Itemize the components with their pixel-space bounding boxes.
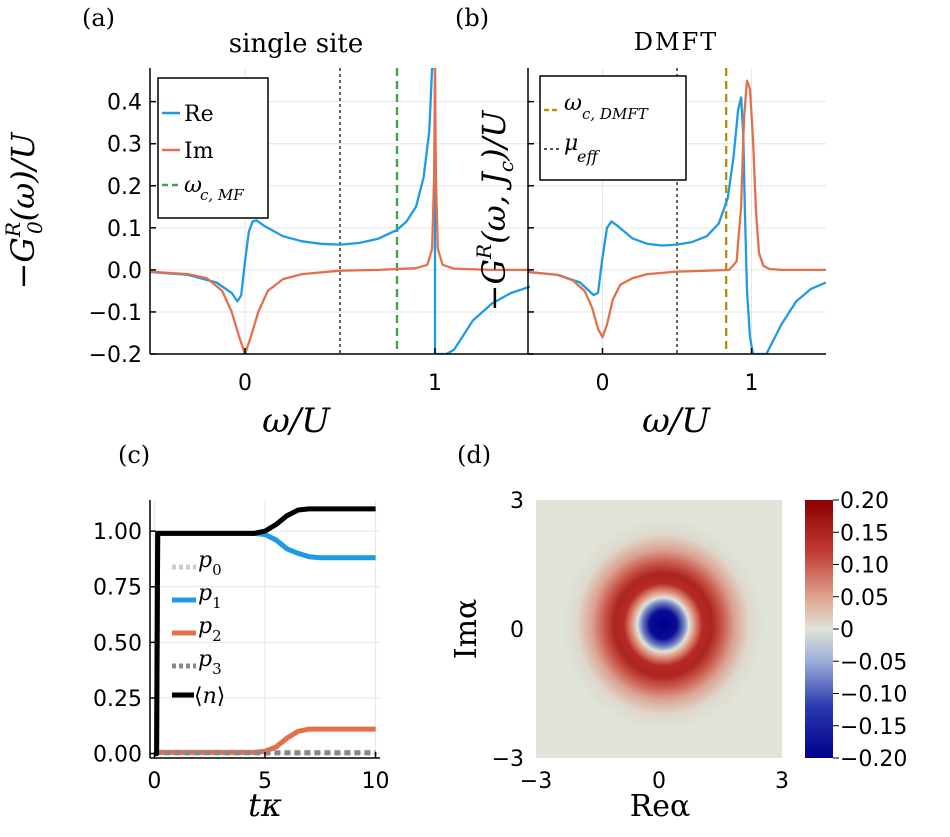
ylabel-a: −GR0(ω)/U: [1, 131, 47, 289]
ytick-label: 0.1: [107, 217, 142, 242]
ytick-label: 0.00: [93, 743, 142, 768]
colorbar-tick-label: 0.10: [840, 554, 889, 579]
legend-a: Re Im ω c, MF: [157, 77, 269, 219]
colorbar-tick-label: 0.20: [840, 489, 889, 514]
xlabel-a: ω/U: [262, 401, 331, 441]
xtick-label: −3: [520, 769, 552, 794]
vlines-a: [339, 68, 399, 354]
xtick-label: 1: [745, 371, 759, 396]
ytick-label: 0.50: [93, 631, 142, 656]
series-n: [154, 506, 376, 757]
xlabel-d: Reα: [630, 789, 691, 824]
vlines-b: [676, 68, 728, 354]
ticks-a: 0 1 −0.2 −0.1 0.0 0.1 0.2 0.3 0.4: [89, 91, 442, 396]
curves-b: [528, 79, 826, 354]
legend-c-n: ⟨n⟩: [194, 684, 225, 709]
colorbar-tick-label: −0.10: [840, 683, 907, 708]
legend-c-p3: p3: [198, 647, 222, 678]
ticks-c: 0 5 10 0.00 0.25 0.50 0.75 1.00: [93, 520, 390, 794]
ytick-label: 1.00: [93, 520, 142, 545]
ytick-label: 0.3: [107, 133, 142, 158]
panel-a: (a) single site 0 1 −0.2 −0.1 0.0 0.1 0.2 0.3 0.…: [1, 4, 530, 441]
ytick-label: −0.2: [89, 343, 142, 368]
panel-label-c: (c): [118, 441, 150, 469]
colorbar-tick-label: 0: [840, 618, 854, 643]
xlabel-c: tκ: [248, 786, 282, 824]
legend-b-mu-main: μ: [564, 131, 578, 156]
legend-a-wc-main: ω: [184, 173, 202, 198]
ylabel-d: Imα: [449, 599, 484, 660]
svg-text:Imα: Imα: [449, 599, 484, 660]
series-im: [528, 79, 826, 339]
legend-b-wc-sub: c, DMFT: [582, 105, 649, 123]
ytick-label: 0.25: [93, 687, 142, 712]
xtick-label: 3: [775, 769, 789, 794]
xtick-label: 0: [147, 769, 161, 794]
legend-c-p2: p2: [198, 614, 222, 645]
colorbar-tick-label: −0.05: [840, 650, 907, 675]
panel-d: (d) −3 0 3 −3 0 3 Reα Imα 0.20 0.15 0.10 0.05 0 −0…: [449, 441, 907, 824]
series-re: [150, 68, 530, 354]
legend-a-im: Im: [184, 139, 214, 164]
ytick-label: 0.4: [107, 91, 142, 116]
series-re: [528, 96, 826, 354]
svg-text:−GR0(ω)/U: −GR0(ω)/U: [1, 131, 47, 289]
legend-b-wc-main: ω: [564, 91, 582, 116]
colorbar-tick-label: −0.20: [840, 747, 907, 772]
ticks-d: −3 0 3 −3 0 3: [492, 489, 789, 794]
panel-label-a: (a): [82, 4, 115, 32]
colorbar-tick-label: 0.05: [840, 586, 889, 611]
ytick-label: −3: [492, 747, 524, 772]
panel-label-b: (b): [455, 4, 489, 32]
ytick-label: 0: [510, 618, 524, 643]
svg-text:−GR(ω, Jc)/U: −GR(ω, Jc)/U: [472, 110, 518, 312]
ytick-label: 0.75: [93, 576, 142, 601]
ytick-label: 3: [510, 489, 524, 514]
grid-c: [150, 500, 380, 758]
legend-a-re: Re: [184, 102, 214, 127]
xtick-label: 0: [238, 371, 252, 396]
xtick-label: 10: [362, 769, 390, 794]
panel-label-d: (d): [457, 441, 491, 469]
colorbar: [805, 500, 833, 758]
xlabel-b: ω/U: [642, 401, 711, 441]
legend-c-p0: p0: [198, 548, 222, 579]
ylabel-b: −GR(ω, Jc)/U: [472, 110, 518, 312]
legend-b-mu-sub: eff: [577, 147, 600, 166]
colorbar-tick-label: 0.15: [840, 521, 889, 546]
title-b: DMFT: [634, 28, 718, 56]
legend-c: p0 p1 p2 p3 ⟨n⟩: [172, 548, 225, 709]
series-im: [150, 68, 530, 354]
xtick-label: 5: [258, 769, 272, 794]
xtick-label: 1: [428, 371, 442, 396]
legend-c-p1: p1: [198, 581, 222, 612]
xtick-label: 0: [596, 371, 610, 396]
panel-c: (c) 0 5 10 0.00 0.25 0.50 0.75 1.00 p0 p1 p2 p3…: [93, 441, 390, 824]
ytick-label: −0.1: [89, 301, 142, 326]
colorbar-tick-label: −0.15: [840, 715, 907, 740]
xtick-label: 0: [652, 769, 666, 794]
legend-b: ω c, DMFT μ eff: [539, 75, 687, 181]
heatmap: [536, 500, 782, 758]
curves-a: [150, 68, 530, 354]
ytick-label: 0.0: [107, 259, 142, 284]
title-a: single site: [229, 29, 364, 59]
colorbar-ticks: 0.20 0.15 0.10 0.05 0 −0.05 −0.10 −0.15 −0.20: [833, 489, 907, 772]
ytick-label: 0.2: [107, 175, 142, 200]
legend-a-wc-sub: c, MF: [200, 186, 244, 204]
